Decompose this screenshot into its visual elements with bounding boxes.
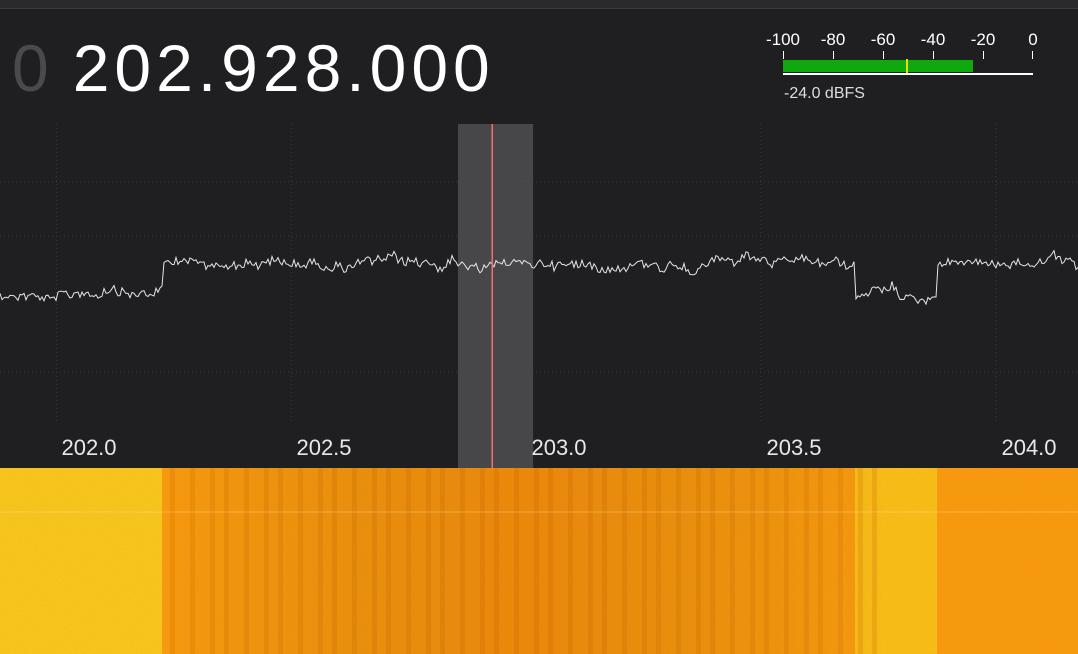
spectrum-grid [0,124,1078,424]
meter-scale-label: -20 [970,30,996,49]
meter-tick-mark [933,51,934,59]
meter-scale-label: -40 [920,30,946,49]
meter-scale-label: 0 [1028,30,1038,49]
waterfall-display[interactable] [0,468,1078,654]
spectrum-trace [0,249,1078,306]
filter-passband[interactable] [457,124,534,468]
frequency-display[interactable]: 0 202.928.000 [12,28,495,108]
meter-tick-mark [883,51,884,59]
frequency-leading-digit[interactable]: 0 [12,31,51,105]
meter-tick-mark [1032,51,1033,59]
signal-level-meter: -100 -80 -60 -40 -20 0 -24.0 dBFS [764,28,1054,108]
meter-scale-label: -100 [765,30,801,49]
waterfall-noise [0,468,1078,654]
spectrum-canvas[interactable] [0,124,1078,468]
meter-peak-marker [905,59,908,73]
meter-readout: -24.0 dBFS [784,85,865,102]
meter-tick-mark [783,51,784,59]
meter-level-fill [783,60,973,72]
freq-axis-label: 204.0 [1001,435,1057,460]
meter-scale-label: -60 [870,30,896,49]
meter-bar [783,59,1033,75]
meter-tick-mark [833,51,834,59]
freq-axis-label: 202.5 [296,435,352,460]
meter-scale-label: -80 [820,30,846,49]
frequency-value[interactable]: 202.928.000 [72,31,495,105]
top-toolbar-edge [0,0,1078,9]
spectrum-plot[interactable]: 202.0 202.5 203.0 203.5 204.0 [0,124,1078,468]
freq-axis-label: 203.5 [766,435,822,460]
freq-axis-label: 203.0 [531,435,587,460]
meter-tick-mark [983,51,984,59]
freq-axis-label: 202.0 [61,435,117,460]
